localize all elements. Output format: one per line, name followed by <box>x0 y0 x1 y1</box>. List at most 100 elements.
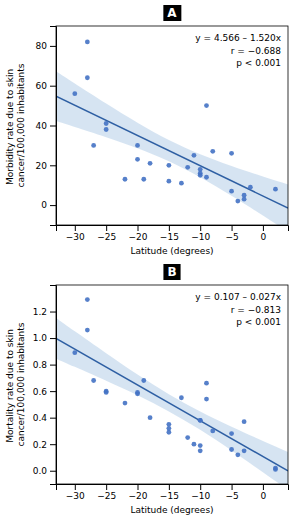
y-tick: 0.6 <box>33 387 56 397</box>
x-tick-mark <box>138 225 139 231</box>
point <box>198 443 203 448</box>
point <box>273 187 278 192</box>
y-tick: 60 <box>36 81 56 91</box>
y-axis: 0 20 40 60 80 <box>36 27 57 226</box>
annotation: r = −0.813 <box>231 305 281 315</box>
y-tick: 0 <box>41 200 56 210</box>
marks <box>56 40 288 225</box>
x-tick-mark <box>232 225 233 231</box>
point <box>85 75 90 80</box>
point <box>135 157 140 162</box>
x-tick: −25 <box>97 484 116 501</box>
point <box>185 435 190 440</box>
x-tick-mark <box>75 484 76 490</box>
confidence-band <box>56 71 288 225</box>
x-tick-label: −10 <box>191 491 210 501</box>
marks <box>56 297 288 484</box>
y-tick-mark <box>50 365 56 366</box>
x-tick-mark <box>169 484 170 490</box>
panel-title-box <box>163 264 180 280</box>
point <box>198 418 203 423</box>
x-tick-label: 0 <box>261 491 267 501</box>
point <box>242 197 247 202</box>
point <box>192 153 197 158</box>
y-tick: 0.4 <box>33 413 56 423</box>
point <box>204 397 209 402</box>
point <box>166 179 171 184</box>
x-tick-mark <box>263 484 264 490</box>
x-tick: −5 <box>225 484 238 501</box>
x-tick-mark <box>169 225 170 231</box>
plot-area: −30−25−20−15−10−500.00.20.40.60.81.01.2L… <box>33 285 289 515</box>
point <box>104 121 109 126</box>
x-tick-mark <box>106 225 107 231</box>
x-tick: −15 <box>160 484 179 501</box>
x-tick: −30 <box>66 225 85 242</box>
point <box>204 103 209 108</box>
y-tick-mark <box>50 86 56 87</box>
x-tick-label: −15 <box>160 232 179 242</box>
point <box>166 426 171 431</box>
y-tick-label: 0.4 <box>33 413 48 423</box>
x-tick-mark <box>200 225 201 231</box>
y-tick-mark <box>50 391 56 392</box>
point <box>179 395 184 400</box>
y-tick-mark <box>50 165 56 166</box>
y-tick: 1.2 <box>33 307 56 317</box>
point <box>148 415 153 420</box>
x-tick-mark <box>106 484 107 490</box>
point <box>91 378 96 383</box>
point <box>72 350 77 355</box>
y-tick-mark <box>50 205 56 206</box>
x-tick-mark <box>138 484 139 490</box>
y-axis-title: Morbidity rate due to skin cancer/100,00… <box>5 63 26 187</box>
point <box>235 452 240 457</box>
point <box>248 185 253 190</box>
plot-frame <box>56 26 288 225</box>
annotation: p < 0.001 <box>236 58 281 68</box>
point <box>229 151 234 156</box>
plot-frame <box>56 285 288 484</box>
plot-area: −30−25−20−15−10−50020406080Latitude (deg… <box>36 26 289 256</box>
point <box>242 419 247 424</box>
x-tick: −15 <box>160 225 179 242</box>
annotation: y = 0.107 – 0.027x <box>195 292 281 302</box>
point <box>229 447 234 452</box>
y-tick: 40 <box>36 121 56 131</box>
x-axis-line <box>57 226 289 232</box>
x-tick-label: −20 <box>129 232 148 242</box>
x-tick: −30 <box>66 484 85 501</box>
x-tick-mark <box>200 484 201 490</box>
panel-title-text: A <box>167 6 177 20</box>
x-tick-label: −25 <box>97 491 116 501</box>
panel-title: A <box>163 5 181 21</box>
x-axis-title: Latitude (degrees) <box>130 505 213 515</box>
x-tick-label: −5 <box>225 491 238 501</box>
point <box>210 149 215 154</box>
x-tick-label: −20 <box>129 491 148 501</box>
y-axis-line <box>50 27 57 226</box>
y-tick-label: 1.2 <box>33 307 47 317</box>
x-tick: −20 <box>129 484 148 501</box>
x-tick-mark <box>75 225 76 231</box>
y-axis: 0.00.20.40.60.81.01.2 <box>33 286 57 485</box>
y-tick: 20 <box>36 161 56 171</box>
annotation: p < 0.001 <box>236 317 281 327</box>
panel-title-box <box>163 5 181 21</box>
x-tick: 0 <box>261 484 267 501</box>
x-tick: −25 <box>97 225 116 242</box>
y-tick: 80 <box>36 41 56 51</box>
y-tick-mark <box>50 126 56 127</box>
x-tick-label: 0 <box>261 232 267 242</box>
point <box>85 297 90 302</box>
y-tick: 1.0 <box>33 333 56 343</box>
point <box>235 199 240 204</box>
x-tick-label: −10 <box>191 232 210 242</box>
x-tick-label: −25 <box>97 232 116 242</box>
y-axis-title: Mortality rate due to skin cancer/100,00… <box>5 322 26 446</box>
point <box>123 401 128 406</box>
x-axis-title: Latitude (degrees) <box>130 246 213 256</box>
fit-line <box>56 96 288 208</box>
y-tick-label: 0.0 <box>33 466 48 476</box>
point <box>123 177 128 182</box>
